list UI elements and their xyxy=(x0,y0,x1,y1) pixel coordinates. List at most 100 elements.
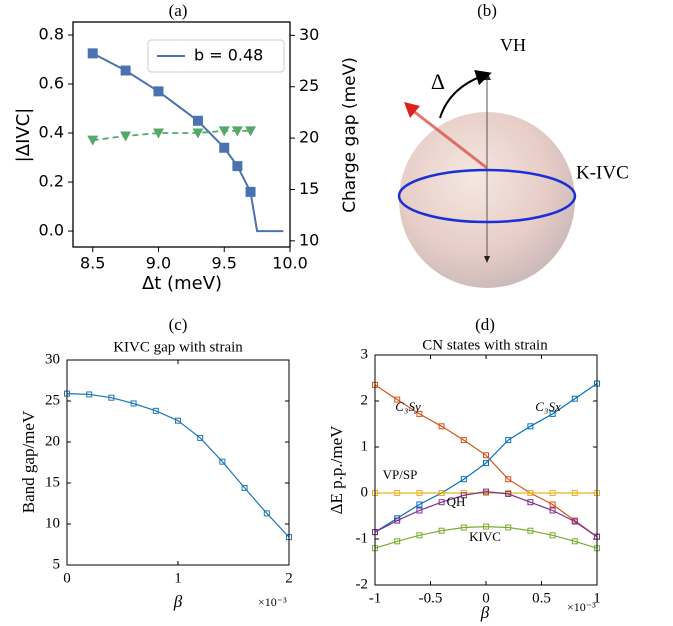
series-line xyxy=(374,490,598,538)
panel-label: (b) xyxy=(477,1,497,20)
marker xyxy=(394,396,401,403)
marker xyxy=(175,417,181,424)
marker xyxy=(218,126,230,137)
panel: (d)CN states with strain-1 -0.5 0 0.5 1-2-10… xyxy=(327,315,601,622)
y-tick-label: 25 xyxy=(45,392,60,408)
y-axis-label: |ΔIVC| xyxy=(13,108,34,163)
y-tick-label: 0.0 xyxy=(39,221,64,240)
series-line xyxy=(374,383,598,533)
panel-label: (c) xyxy=(169,315,188,334)
series-line xyxy=(374,384,598,538)
y-tick-label: 30 xyxy=(45,351,60,367)
marker xyxy=(483,488,489,495)
state-vector xyxy=(411,108,488,170)
marker xyxy=(394,538,401,545)
x-axis-label: β xyxy=(173,592,183,611)
series-label: C₃Sx xyxy=(535,399,561,414)
label: K-IVC xyxy=(576,162,629,183)
chart-title: KIVC gap with strain xyxy=(113,339,243,355)
marker xyxy=(438,527,445,534)
marker xyxy=(130,400,137,407)
marker xyxy=(483,523,489,530)
axis-arrow xyxy=(484,256,490,263)
series-label: KIVC xyxy=(469,529,501,544)
marker xyxy=(571,538,578,545)
series-line xyxy=(92,130,251,142)
marker xyxy=(416,490,423,496)
equator xyxy=(397,168,577,224)
y-tick-label: -2 xyxy=(356,576,369,592)
marker xyxy=(527,527,534,534)
marker xyxy=(197,434,204,441)
marker xyxy=(416,410,423,417)
marker xyxy=(505,476,512,483)
marker xyxy=(571,518,578,525)
x-axis-label: β xyxy=(480,603,490,622)
marker xyxy=(120,65,131,76)
marker xyxy=(571,395,578,402)
marker xyxy=(263,510,270,517)
y2-tick-label: 25 xyxy=(299,76,319,95)
marker xyxy=(152,407,159,414)
marker xyxy=(571,490,578,496)
marker xyxy=(438,490,445,496)
marker xyxy=(87,48,98,59)
y-axis-label: Band gap/meV xyxy=(19,410,38,513)
y-tick-label: 15 xyxy=(45,474,60,490)
panel: (a) 8.5 9.0 9.5 10.0 0.0 0.2 0.4 0.6 0.8 10 15 20 25 3… xyxy=(13,1,360,294)
x-tick-label: 9.0 xyxy=(146,254,171,273)
marker xyxy=(549,410,556,417)
x-tick-label: -0.5 xyxy=(419,590,443,606)
marker xyxy=(549,490,556,496)
y-tick-label: 5 xyxy=(53,556,61,572)
x-tick-label: 8.5 xyxy=(80,254,105,273)
marker xyxy=(394,517,401,524)
y-tick-label: -1 xyxy=(356,530,369,546)
y2-tick-label: 15 xyxy=(299,179,319,198)
marker xyxy=(394,490,401,496)
marker xyxy=(416,501,423,508)
series-line xyxy=(66,393,290,538)
marker xyxy=(245,186,256,197)
marker xyxy=(231,126,243,137)
marker xyxy=(438,423,445,430)
label: VH xyxy=(500,35,526,55)
y2-tick-label: 30 xyxy=(299,25,319,44)
marker xyxy=(483,452,489,459)
x-tick-label: 1 xyxy=(174,570,182,586)
x-tick-label: 0 xyxy=(482,590,490,606)
marker xyxy=(120,131,132,142)
x-tick-label: -1 xyxy=(369,590,382,606)
marker xyxy=(245,126,257,137)
y2-axis-label: Charge gap (meV) xyxy=(340,57,360,213)
series-label: C₃Sy xyxy=(395,399,421,414)
marker xyxy=(460,492,467,499)
x-axis-label: Δt (meV) xyxy=(142,273,222,294)
y-tick-label: 2 xyxy=(361,392,369,408)
marker xyxy=(108,394,115,401)
y-tick-label: 10 xyxy=(45,515,60,531)
marker xyxy=(549,507,556,514)
marker xyxy=(241,484,248,491)
y-tick-label: 0.4 xyxy=(39,123,64,142)
legend: b = 0.48 xyxy=(147,39,285,73)
x-offset-label: ×10⁻³ xyxy=(258,595,287,609)
y-tick-label: 0.6 xyxy=(39,74,64,93)
series-line xyxy=(374,525,598,549)
marker xyxy=(153,86,164,97)
legend-label: b = 0.48 xyxy=(194,46,263,65)
x-tick-label: 0.5 xyxy=(532,590,551,606)
panel-label: (d) xyxy=(475,315,495,334)
y-tick-label: 20 xyxy=(45,433,60,449)
panel-label: (a) xyxy=(169,1,188,20)
x-tick-label: 2 xyxy=(285,570,293,586)
marker xyxy=(438,499,445,506)
y-tick-label: 0.8 xyxy=(39,24,64,43)
marker xyxy=(527,423,534,430)
marker xyxy=(460,476,467,483)
marker xyxy=(460,524,467,531)
label: Δ xyxy=(431,69,445,94)
marker xyxy=(219,458,226,465)
